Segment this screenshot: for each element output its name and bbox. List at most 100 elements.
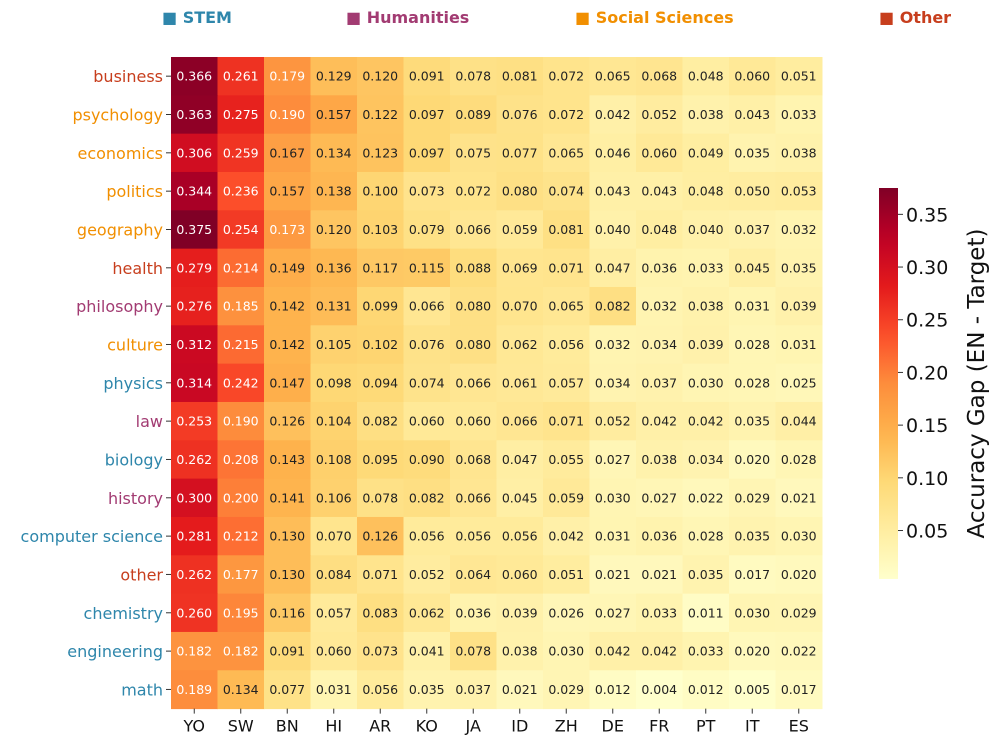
heatmap-cell: [543, 57, 590, 96]
cell-value-label: 0.035: [688, 567, 724, 582]
heatmap-cell: [403, 593, 451, 633]
heatmap-cell: [682, 57, 730, 96]
cell-value-label: 0.056: [409, 529, 445, 544]
cell-value-label: 0.035: [409, 682, 445, 697]
row-label: other: [120, 565, 163, 584]
heatmap-cell: [775, 670, 823, 710]
heatmap-cell: [775, 171, 823, 211]
cell-value-label: 0.078: [362, 490, 398, 505]
heatmap-cell: [171, 210, 218, 250]
heatmap-cell: [357, 363, 404, 403]
heatmap-cell: [682, 593, 730, 633]
heatmap-cell: [589, 440, 637, 480]
cell-value-label: 0.075: [455, 145, 491, 160]
heatmap-cell: [264, 440, 311, 480]
legend-item-social-sciences: ■ Social Sciences: [575, 8, 734, 27]
heatmap-cell: [496, 95, 544, 135]
heatmap-cell: [496, 440, 544, 480]
cell-value-label: 0.070: [502, 299, 538, 314]
cell-value-label: 0.026: [548, 605, 584, 620]
heatmap-cell: [589, 325, 637, 365]
heatmap-cell: [357, 286, 404, 326]
heatmap-cell: [357, 555, 404, 595]
cell-value-label: 0.080: [455, 299, 491, 314]
cell-value-label: 0.130: [269, 567, 305, 582]
heatmap-cell: [310, 325, 358, 365]
heatmap-cell: [357, 171, 404, 211]
cell-value-label: 0.027: [595, 452, 631, 467]
heatmap-cell: [171, 248, 218, 288]
cell-value-label: 0.300: [176, 490, 212, 505]
cell-value-label: 0.098: [316, 375, 352, 390]
heatmap-cell: [217, 363, 265, 403]
heatmap-cell: [775, 95, 823, 135]
heatmap-cell: [775, 286, 823, 326]
cell-value-label: 0.042: [595, 107, 631, 122]
heatmap-cell: [217, 670, 265, 710]
heatmap-cell: [729, 593, 776, 633]
cell-value-label: 0.126: [362, 529, 398, 544]
heatmap-cell: [543, 286, 590, 326]
cell-value-label: 0.281: [176, 529, 212, 544]
heatmap-cell: [217, 440, 265, 480]
cell-value-label: 0.167: [269, 145, 305, 160]
cell-value-label: 0.028: [688, 529, 724, 544]
cell-value-label: 0.004: [641, 682, 677, 697]
heatmap-cell: [729, 248, 776, 288]
cell-value-label: 0.215: [223, 337, 259, 352]
heatmap-cell: [775, 555, 823, 595]
heatmap-cell: [775, 133, 823, 173]
cell-value-label: 0.375: [176, 222, 212, 237]
x-tick-label: KO: [416, 717, 438, 736]
row-label: culture: [107, 335, 163, 354]
cell-value-label: 0.045: [734, 260, 770, 275]
cell-value-label: 0.048: [688, 184, 724, 199]
heatmap-cell: [450, 57, 497, 96]
heatmap-cell: [357, 401, 404, 441]
heatmap-cell: [403, 248, 451, 288]
cell-value-label: 0.035: [734, 414, 770, 429]
cell-value-label: 0.036: [641, 260, 677, 275]
cell-value-label: 0.136: [316, 260, 352, 275]
cell-value-label: 0.029: [734, 490, 770, 505]
cell-value-label: 0.066: [455, 490, 491, 505]
cell-value-label: 0.065: [595, 69, 631, 84]
cell-value-label: 0.031: [316, 682, 352, 697]
cell-value-label: 0.035: [781, 260, 817, 275]
heatmap-cell: [589, 363, 637, 403]
cell-value-label: 0.048: [641, 222, 677, 237]
heatmap-cell: [403, 555, 451, 595]
heatmap-cell: [403, 210, 451, 250]
cell-value-label: 0.189: [176, 682, 212, 697]
cell-value-label: 0.200: [223, 490, 259, 505]
cell-value-label: 0.261: [223, 69, 259, 84]
cell-value-label: 0.068: [455, 452, 491, 467]
cell-value-label: 0.099: [362, 299, 398, 314]
heatmap-cell: [682, 286, 730, 326]
heatmap-cell: [496, 670, 544, 710]
heatmap-cell: [403, 133, 451, 173]
cell-value-label: 0.039: [688, 337, 724, 352]
cell-value-label: 0.108: [316, 452, 352, 467]
row-label: law: [136, 412, 163, 431]
heatmap-cell: [217, 57, 265, 96]
cell-value-label: 0.037: [734, 222, 770, 237]
heatmap-cell: [217, 325, 265, 365]
heatmap-cell: [403, 57, 451, 96]
colorbar-tick-label: 0.20: [906, 362, 948, 384]
cell-value-label: 0.011: [688, 605, 724, 620]
colorbar-tick-label: 0.25: [906, 310, 948, 332]
heatmap-cell: [403, 95, 451, 135]
cell-value-label: 0.040: [595, 222, 631, 237]
cell-value-label: 0.312: [176, 337, 212, 352]
cell-value-label: 0.021: [781, 490, 817, 505]
heatmap-cell: [264, 593, 311, 633]
cell-value-label: 0.100: [362, 184, 398, 199]
cell-value-label: 0.025: [781, 375, 817, 390]
heatmap-cell: [775, 440, 823, 480]
heatmap-cell: [310, 248, 358, 288]
cell-value-label: 0.066: [409, 299, 445, 314]
x-tick-label: ES: [789, 717, 809, 736]
cell-value-label: 0.057: [316, 605, 352, 620]
cell-value-label: 0.083: [362, 605, 398, 620]
